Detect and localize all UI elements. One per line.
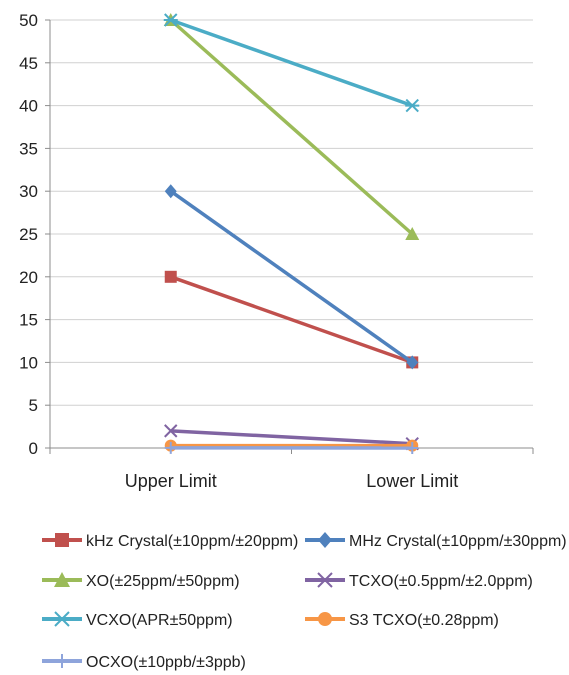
legend-swatch-marker — [54, 572, 70, 587]
y-tick-label: 50 — [19, 11, 38, 30]
gridlines — [50, 19, 533, 406]
legend-swatch-marker — [55, 533, 69, 547]
legend-item-3: XO(±25ppm/±50ppm) — [42, 572, 240, 590]
legend-label: OCXO(±10ppb/±3ppb) — [86, 654, 246, 671]
y-tick-label: 30 — [19, 182, 38, 201]
x-category-label: Lower Limit — [366, 471, 458, 491]
series-3-point-2 — [405, 227, 420, 240]
y-tick-label: 15 — [19, 311, 38, 330]
series-2-point-1 — [164, 184, 177, 199]
series-4-point-1 — [164, 424, 178, 438]
legend: kHz Crystal(±10ppm/±20ppm) MHz Crystal(±1… — [42, 532, 567, 671]
y-tick-label: 25 — [19, 225, 38, 244]
series-7-point-1 — [164, 441, 177, 454]
series-line-1 — [170, 275, 413, 365]
series-1-point-1 — [164, 270, 177, 283]
series-5-point-1 — [163, 13, 178, 27]
series-line-5 — [170, 18, 413, 108]
legend-swatch-marker — [317, 572, 333, 588]
series-group — [163, 13, 420, 454]
x-axis-categories: Upper Limit Lower Limit — [125, 471, 459, 491]
y-tick-label: 40 — [19, 97, 38, 116]
legend-item-2: MHz Crystal(±10ppm/±30ppm) — [305, 532, 567, 550]
y-tick-label: 10 — [19, 353, 38, 372]
series-line-2 — [169, 189, 414, 364]
legend-item-4: TCXO(±0.5ppm/±2.0ppm) — [305, 572, 533, 590]
legend-label: S3 TCXO(±0.28ppm) — [349, 612, 499, 629]
legend-swatch-marker — [318, 612, 332, 626]
legend-swatch-marker — [55, 654, 69, 668]
legend-label: TCXO(±0.5ppm/±2.0ppm) — [349, 573, 533, 590]
series-line-3 — [169, 18, 414, 236]
y-tick-label: 5 — [29, 396, 38, 415]
y-tick-label: 20 — [19, 268, 38, 287]
legend-label: kHz Crystal(±10ppm/±20ppm) — [86, 533, 298, 550]
y-tick-label: 35 — [19, 139, 38, 158]
y-tick-label: 0 — [29, 439, 38, 458]
legend-item-5: VCXO(APR±50ppm) — [42, 611, 233, 629]
legend-label: MHz Crystal(±10ppm/±30ppm) — [349, 533, 567, 550]
y-tick-label: 45 — [19, 54, 38, 73]
series-7-point-2 — [406, 441, 419, 454]
legend-swatch-marker — [54, 611, 70, 627]
legend-swatch-marker — [318, 532, 332, 548]
legend-item-7: OCXO(±10ppb/±3ppb) — [42, 654, 246, 671]
y-axis-ticks: 0 5 10 15 20 25 30 35 40 45 50 — [19, 11, 50, 458]
series-2-point-2 — [406, 355, 419, 370]
legend-label: XO(±25ppm/±50ppm) — [86, 573, 240, 590]
series-line-4 — [170, 429, 413, 446]
axes — [49, 20, 534, 454]
legend-label: VCXO(APR±50ppm) — [86, 612, 233, 629]
legend-item-1: kHz Crystal(±10ppm/±20ppm) — [42, 533, 298, 550]
x-category-label: Upper Limit — [125, 471, 217, 491]
series-5-point-2 — [405, 98, 420, 113]
legend-item-6: S3 TCXO(±0.28ppm) — [305, 612, 499, 629]
